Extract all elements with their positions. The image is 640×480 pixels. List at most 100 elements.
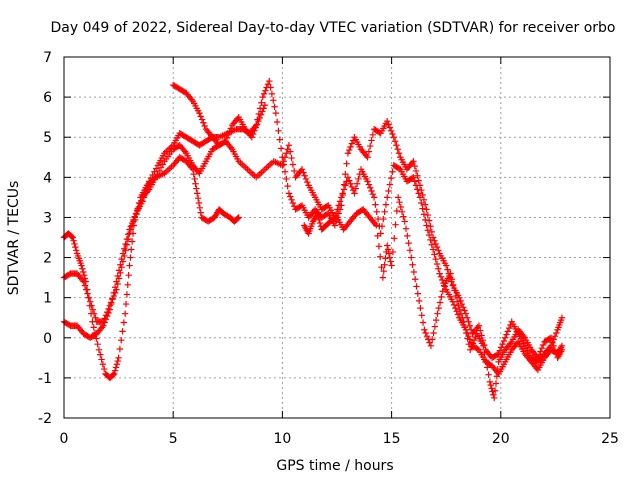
data-point [411,162,418,170]
data-point [281,168,289,175]
x-tick-label: 15 [383,431,401,447]
data-point [430,329,437,337]
data-point [87,298,94,305]
data-point [288,154,295,162]
chart-title: Day 049 of 2022, Sidereal Day-to-day VTE… [51,20,616,36]
data-point [270,97,277,104]
data-point [444,266,451,273]
data-point [467,346,474,354]
data-point [418,186,425,194]
data-point [553,329,560,337]
data-point [417,304,424,312]
data-point [221,138,228,146]
data-point [385,121,392,128]
data-point [193,185,200,192]
data-point [85,294,93,301]
data-point [423,206,430,213]
data-point [197,209,204,216]
data-point [156,167,163,175]
data-point [273,118,281,126]
data-point [411,276,419,283]
data-point [380,267,387,275]
data-point [120,319,128,326]
data-point [493,373,501,380]
data-point [484,364,491,371]
data-point [111,284,119,291]
data-point [127,223,135,230]
y-tick-label: 3 [43,210,52,226]
data-point [435,247,442,254]
data-point [190,170,197,178]
data-point [264,81,272,88]
data-point [111,370,118,378]
data-point [260,105,267,112]
data-point [81,282,89,289]
data-point [157,164,165,171]
data-point [109,295,116,302]
data-point [272,109,280,117]
data-point [125,231,132,238]
data-point [122,300,130,308]
data-point [315,213,322,220]
data-point [364,154,371,161]
data-point [558,346,566,354]
data-point [283,175,290,183]
data-point [110,289,117,297]
data-point [393,207,401,215]
data-point [458,300,466,308]
data-point [424,211,432,219]
data-point [413,283,420,290]
data-point [387,174,395,182]
data-point [410,174,417,181]
data-point [469,340,477,347]
data-point [432,240,439,248]
data-point [119,328,126,335]
data-point [410,268,418,276]
data-point [198,116,206,123]
data-point [387,127,395,135]
data-point [79,265,86,272]
data-point [412,167,420,175]
data-point [504,328,511,335]
data-point [449,281,457,289]
data-point [443,262,450,269]
data-point [352,185,359,192]
data-point [397,203,404,211]
data-point [496,347,504,354]
data-point [459,314,466,321]
data-point [314,210,321,217]
data-point [454,311,462,318]
data-point [426,339,433,346]
data-point [486,378,494,386]
data-point [428,228,435,236]
data-point [485,371,492,378]
data-point [558,314,566,321]
data-point [288,196,295,203]
data-point [347,180,354,187]
data-point [448,276,456,283]
data-point [115,354,122,362]
data-point [365,181,373,188]
data-point [422,201,429,208]
data-point [104,312,111,320]
data-point [364,178,371,185]
data-point [113,361,121,368]
data-point [342,170,349,178]
data-point [422,216,429,224]
data-point [481,349,488,357]
data-point [260,90,268,98]
data-point [425,231,433,239]
data-point [400,213,407,220]
data-point [385,187,392,195]
data-point [488,385,495,392]
axis-ticks: 0 5 10 15 20 25 -2 -1 0 1 2 3 4 5 6 7 [38,50,619,447]
data-point [277,145,285,152]
data-point [255,117,262,125]
data-point [463,329,470,337]
data-point [373,222,380,229]
data-point [159,161,166,168]
data-point [432,255,439,263]
data-point [436,270,443,277]
data-point [339,190,346,197]
